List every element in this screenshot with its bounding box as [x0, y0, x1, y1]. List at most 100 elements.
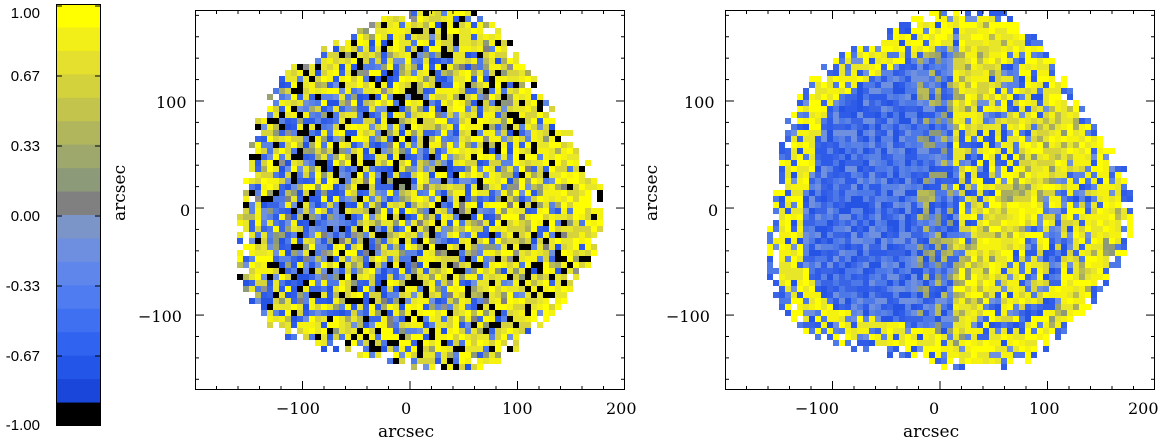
heatmap-cell: [381, 118, 387, 124]
heatmap-cell: [779, 190, 785, 196]
heatmap-cell: [815, 148, 821, 154]
heatmap-cell: [1043, 166, 1049, 172]
heatmap-cell: [387, 322, 393, 328]
heatmap-cell: [803, 220, 809, 226]
heatmap-cell: [351, 280, 357, 286]
heatmap-cell: [1091, 226, 1097, 232]
heatmap-cell: [531, 142, 537, 148]
heatmap-cell: [405, 28, 411, 34]
heatmap-cell: [929, 118, 935, 124]
heatmap-cell: [507, 304, 513, 310]
heatmap-cell: [779, 196, 785, 202]
heatmap-cell: [875, 46, 881, 52]
heatmap-cell: [369, 64, 375, 70]
heatmap-cell: [797, 238, 803, 244]
heatmap-cell: [399, 178, 405, 184]
heatmap-cell: [279, 274, 285, 280]
heatmap-cell: [375, 154, 381, 160]
heatmap-cell: [1001, 190, 1007, 196]
heatmap-cell: [929, 100, 935, 106]
heatmap-cell: [1103, 220, 1109, 226]
heatmap-cell: [429, 292, 435, 298]
heatmap-cell: [821, 160, 827, 166]
heatmap-cell: [941, 118, 947, 124]
heatmap-cell: [549, 310, 555, 316]
heatmap-cell: [935, 64, 941, 70]
heatmap-cell: [309, 316, 315, 322]
heatmap-cell: [381, 136, 387, 142]
heatmap-cell: [1013, 46, 1019, 52]
heatmap-cell: [381, 178, 387, 184]
heatmap-cell: [573, 238, 579, 244]
heatmap-cell: [369, 310, 375, 316]
heatmap-cell: [561, 142, 567, 148]
heatmap-cell: [387, 94, 393, 100]
heatmap-cell: [339, 148, 345, 154]
heatmap-cell: [1103, 208, 1109, 214]
heatmap-cell: [549, 148, 555, 154]
heatmap-cell: [423, 184, 429, 190]
heatmap-cell: [315, 274, 321, 280]
heatmap-cell: [935, 214, 941, 220]
heatmap-cell: [363, 106, 369, 112]
heatmap-cell: [965, 28, 971, 34]
heatmap-cell: [1091, 250, 1097, 256]
x-tick-label: 100: [502, 399, 533, 418]
heatmap-cell: [339, 232, 345, 238]
heatmap-cell: [279, 304, 285, 310]
heatmap-cell: [435, 58, 441, 64]
heatmap-cell: [983, 262, 989, 268]
heatmap-cell: [297, 238, 303, 244]
heatmap-cell: [453, 244, 459, 250]
heatmap-cell: [1031, 268, 1037, 274]
heatmap-cell: [995, 82, 1001, 88]
heatmap-cell: [827, 250, 833, 256]
heatmap-cell: [911, 244, 917, 250]
heatmap-cell: [303, 154, 309, 160]
heatmap-cell: [519, 304, 525, 310]
heatmap-cell: [489, 124, 495, 130]
heatmap-cell: [501, 172, 507, 178]
heatmap-cell: [579, 250, 585, 256]
heatmap-cell: [465, 112, 471, 118]
heatmap-cell: [851, 154, 857, 160]
heatmap-cell: [297, 256, 303, 262]
heatmap-cell: [953, 280, 959, 286]
heatmap-cell: [791, 160, 797, 166]
heatmap-cell: [387, 334, 393, 340]
heatmap-cell: [959, 118, 965, 124]
heatmap-cell: [839, 208, 845, 214]
heatmap-cell: [249, 274, 255, 280]
heatmap-cell: [441, 112, 447, 118]
heatmap-cell: [941, 274, 947, 280]
heatmap-cell: [1103, 256, 1109, 262]
heatmap-cell: [303, 238, 309, 244]
heatmap-cell: [1007, 88, 1013, 94]
heatmap-cell: [267, 112, 273, 118]
heatmap-cell: [555, 142, 561, 148]
heatmap-cell: [839, 202, 845, 208]
heatmap-cell: [273, 196, 279, 202]
heatmap-cell: [267, 184, 273, 190]
heatmap-cell: [339, 196, 345, 202]
heatmap-cell: [917, 166, 923, 172]
heatmap-cell: [489, 304, 495, 310]
heatmap-cell: [1031, 118, 1037, 124]
heatmap-cell: [267, 220, 273, 226]
heatmap-cell: [561, 202, 567, 208]
heatmap-cell: [941, 262, 947, 268]
heatmap-cell: [989, 10, 995, 16]
heatmap-cell: [489, 154, 495, 160]
heatmap-cell: [1091, 202, 1097, 208]
heatmap-cell: [255, 244, 261, 250]
heatmap-cell: [1025, 244, 1031, 250]
heatmap-cell: [477, 232, 483, 238]
heatmap-cell: [905, 124, 911, 130]
heatmap-cell: [357, 340, 363, 346]
heatmap-cell: [845, 112, 851, 118]
heatmap-cell: [965, 76, 971, 82]
heatmap-cell: [369, 322, 375, 328]
heatmap-cell: [381, 22, 387, 28]
heatmap-cell: [965, 184, 971, 190]
heatmap-cell: [929, 124, 935, 130]
